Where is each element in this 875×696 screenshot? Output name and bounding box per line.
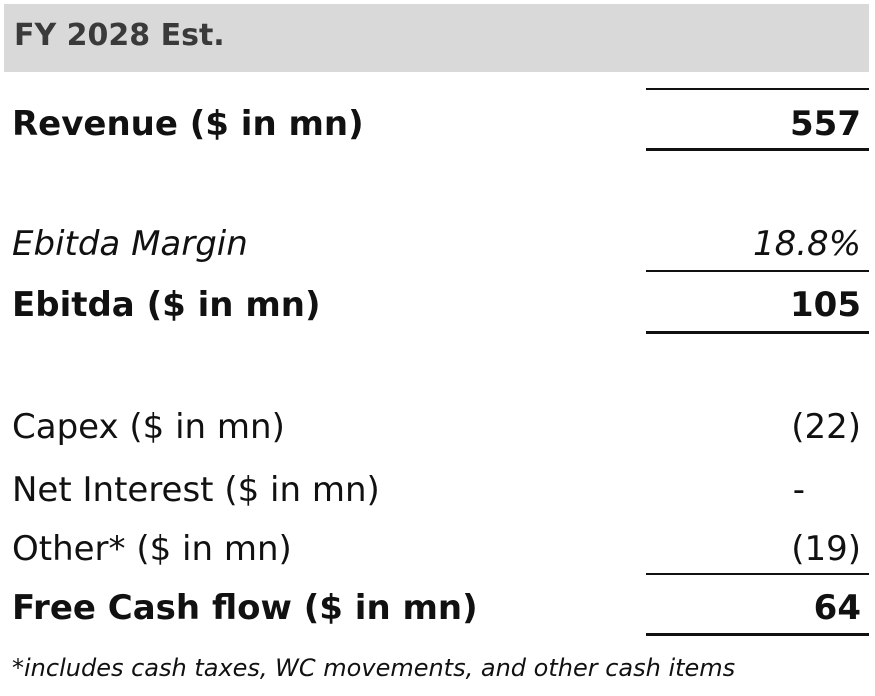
divider-line	[646, 88, 869, 90]
row-value: 557	[790, 104, 861, 144]
row-label: Revenue ($ in mn)	[12, 104, 364, 144]
footnote: *includes cash taxes, WC movements, and …	[12, 654, 736, 682]
row-value: (22)	[791, 407, 861, 447]
row-ebitda-margin: Ebitda Margin 18.8%	[0, 212, 875, 272]
row-label: Ebitda Margin	[12, 224, 248, 264]
row-value: 105	[790, 285, 861, 325]
row-value: 64	[813, 588, 861, 628]
divider-line	[646, 148, 869, 151]
table-title: FY 2028 Est.	[14, 18, 225, 53]
row-ebitda: Ebitda ($ in mn) 105	[0, 273, 875, 333]
row-revenue: Revenue ($ in mn) 557	[0, 92, 875, 152]
row-label: Free Cash flow ($ in mn)	[12, 588, 478, 628]
table-header: FY 2028 Est.	[4, 4, 869, 72]
row-label: Ebitda ($ in mn)	[12, 285, 321, 325]
row-net-interest: Net Interest ($ in mn) -	[0, 458, 875, 518]
row-label: Capex ($ in mn)	[12, 407, 285, 447]
row-value: (19)	[791, 529, 861, 569]
divider-line	[646, 331, 869, 334]
row-value: -	[792, 470, 805, 510]
row-value: 18.8%	[752, 224, 861, 264]
row-other: Other* ($ in mn) (19)	[0, 517, 875, 577]
divider-line	[646, 633, 869, 636]
row-capex: Capex ($ in mn) (22)	[0, 395, 875, 455]
row-label: Other* ($ in mn)	[12, 529, 292, 569]
divider-line	[646, 270, 869, 272]
row-label: Net Interest ($ in mn)	[12, 470, 380, 510]
divider-line	[646, 573, 869, 575]
row-free-cash-flow: Free Cash flow ($ in mn) 64	[0, 576, 875, 636]
